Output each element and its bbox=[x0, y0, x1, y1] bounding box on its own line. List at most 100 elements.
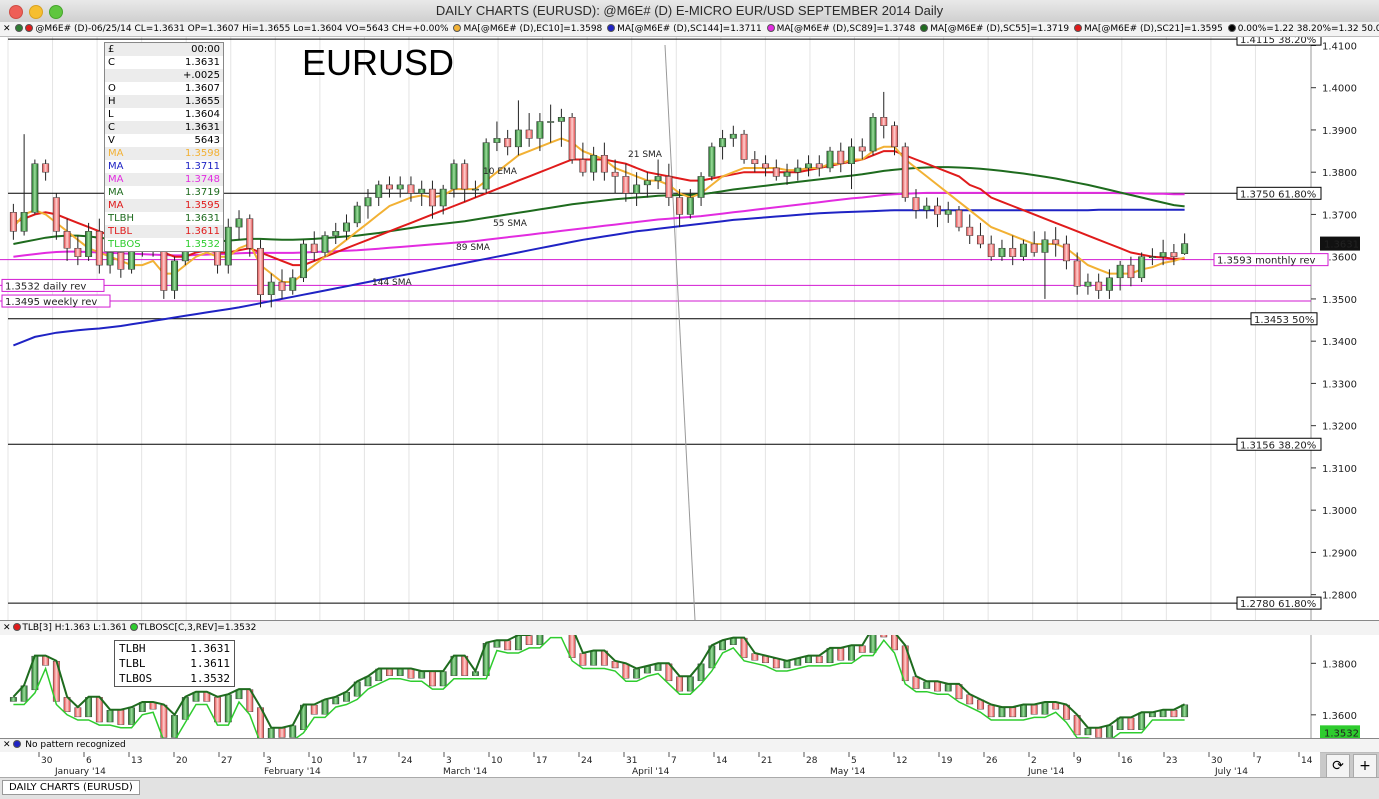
tlb-legend[interactable]: TLB[3] H:1.363 L:1.361 bbox=[22, 623, 127, 633]
price-tick-label: 1.3000 bbox=[1322, 506, 1357, 517]
ma10-legend[interactable]: MA[@M6E# (D),EC10]=1.3598 bbox=[463, 24, 603, 34]
date-tick-label: 5 bbox=[851, 756, 857, 766]
refresh-icon[interactable]: ⟳ bbox=[1326, 754, 1350, 778]
data-window-row: C 1.3631 bbox=[105, 121, 223, 134]
data-window-value: 1.3604 bbox=[185, 109, 220, 120]
tlb-block bbox=[514, 635, 522, 651]
tlb-block bbox=[923, 681, 931, 689]
date-tick-label: 19 bbox=[941, 756, 953, 766]
candle-body bbox=[848, 146, 855, 164]
tlb-chart[interactable]: 1.3800 1.3600 1.3532 bbox=[0, 626, 1379, 744]
fib-legend[interactable]: 0.00%=1.22 38.20%=1.32 50.00% bbox=[1237, 24, 1379, 34]
date-axis-svg: 30 6 13 20 27 3 10 17 24 3 10 17 24 31 7 14 21 28 5 12 19 26 2… bbox=[38, 752, 1313, 777]
level-label-box bbox=[1, 294, 111, 308]
candle-body bbox=[815, 163, 823, 169]
tlb-dot-icon[interactable] bbox=[13, 623, 22, 631]
data-window-row: MA 1.3598 bbox=[105, 147, 223, 160]
tlb-block bbox=[686, 676, 694, 692]
ma21-legend[interactable]: MA[@M6E# (D),SC21]=1.3595 bbox=[1083, 24, 1223, 34]
data-window-key: MA bbox=[108, 200, 124, 211]
tlb-block bbox=[848, 645, 855, 661]
data-window-value: 1.3748 bbox=[185, 174, 220, 185]
add-icon[interactable]: + bbox=[1353, 754, 1377, 778]
data-window: £00:00 C 1.3631 +.0025 O 1.3607 H 1.3655 L 1.3604… bbox=[104, 42, 224, 252]
tlb-block bbox=[224, 694, 232, 723]
ma89-dot-icon[interactable] bbox=[766, 24, 775, 32]
date-tick-label: 20 bbox=[176, 756, 188, 766]
level-label-box bbox=[1250, 312, 1318, 326]
tlb-block bbox=[633, 668, 641, 679]
tlb-block bbox=[772, 658, 780, 669]
candle-body bbox=[1084, 281, 1092, 287]
candle-body bbox=[31, 163, 39, 213]
pattern-dot-icon[interactable] bbox=[13, 740, 22, 748]
symbol-dot-icon[interactable] bbox=[15, 24, 24, 32]
candle-body bbox=[364, 197, 372, 207]
close-window-button[interactable] bbox=[9, 5, 23, 19]
data-window-row: H 1.3655 bbox=[105, 95, 223, 108]
date-tick-label: 24 bbox=[401, 756, 413, 766]
sub-tick-label: 1.3600 bbox=[1322, 711, 1357, 722]
tlb-block bbox=[1138, 712, 1146, 730]
ma144-legend[interactable]: MA[@M6E# (D),SC144]=1.3711 bbox=[617, 24, 762, 34]
fib-dot-icon[interactable] bbox=[1227, 24, 1236, 32]
symbol-dot-icon[interactable] bbox=[25, 24, 34, 32]
candle-body bbox=[310, 243, 318, 253]
close-icon[interactable]: ✕ bbox=[3, 740, 11, 750]
tlb-block bbox=[74, 707, 82, 718]
date-tick-label: 21 bbox=[761, 756, 772, 766]
ma21-dot-icon[interactable] bbox=[1073, 24, 1082, 32]
zoom-window-button[interactable] bbox=[49, 5, 63, 19]
data-window-row: MA 1.3595 bbox=[105, 199, 223, 212]
date-tick-label: 27 bbox=[221, 756, 232, 766]
price-chart[interactable]: 1.4100 1.4000 1.3900 1.3800 1.3700 1.3600 1.35… bbox=[0, 32, 1379, 621]
tlbosc-dot-icon[interactable] bbox=[129, 623, 138, 631]
candle-body bbox=[63, 231, 71, 249]
tlb-block bbox=[267, 728, 275, 741]
date-axis[interactable]: 30 6 13 20 27 3 10 17 24 3 10 17 24 31 7 14 21 28 5 12 19 26 2… bbox=[0, 752, 1320, 777]
minimize-window-button[interactable] bbox=[29, 5, 43, 19]
tlb-box-row: TLBOS 1.3532 bbox=[115, 671, 234, 686]
candle-body bbox=[257, 247, 264, 295]
tlb-block bbox=[944, 684, 952, 692]
price-chart-pane[interactable]: 1.4100 1.4000 1.3900 1.3800 1.3700 1.3600 1.35… bbox=[0, 32, 1379, 621]
ma89-legend[interactable]: MA[@M6E# (D),SC89]=1.3748 bbox=[776, 24, 916, 34]
data-window-value: 1.3595 bbox=[185, 200, 220, 211]
close-icon[interactable]: ✕ bbox=[3, 623, 11, 633]
tlb-block bbox=[321, 699, 329, 715]
data-window-value: 1.3598 bbox=[185, 148, 220, 159]
candle-body bbox=[944, 209, 952, 215]
tlb-block bbox=[858, 645, 866, 653]
ma10-dot-icon[interactable] bbox=[453, 24, 462, 32]
candle-body bbox=[1148, 256, 1156, 258]
tlb-block bbox=[590, 650, 598, 666]
data-window-value: 1.3631 bbox=[185, 122, 220, 133]
candle-body bbox=[1170, 252, 1178, 257]
symbol-legend[interactable]: @M6E# (D)-06/25/14 CL=1.3631 OP=1.3607 H… bbox=[35, 24, 449, 34]
price-tick-label: 1.4000 bbox=[1322, 84, 1357, 95]
close-icon[interactable]: ✕ bbox=[3, 24, 11, 34]
date-tick-label: 3 bbox=[446, 756, 452, 766]
candle-body bbox=[235, 218, 243, 228]
tlb-block bbox=[676, 676, 684, 692]
tlb-block bbox=[9, 697, 17, 702]
ma55-dot-icon[interactable] bbox=[920, 24, 929, 32]
data-window-key: C bbox=[108, 122, 115, 133]
data-window-value: 1.3607 bbox=[185, 83, 220, 94]
last-price-label: 1.3631 bbox=[1324, 240, 1359, 251]
candle-body bbox=[439, 188, 447, 207]
tlb-block bbox=[1084, 728, 1092, 736]
data-window-key: MA bbox=[108, 174, 124, 185]
tlbosc-legend[interactable]: TLBOSC[C,3,REV]=1.3532 bbox=[138, 623, 257, 633]
price-tick-label: 1.3100 bbox=[1322, 464, 1357, 475]
ma55-legend[interactable]: MA[@M6E# (D),SC55]=1.3719 bbox=[930, 24, 1070, 34]
tlb-block bbox=[837, 648, 845, 661]
candle-body bbox=[1019, 243, 1027, 257]
month-label: July '14 bbox=[1214, 767, 1248, 777]
candle-body bbox=[471, 188, 479, 191]
ma144-dot-icon[interactable] bbox=[607, 24, 616, 32]
date-tick-label: 31 bbox=[626, 756, 637, 766]
candle-body bbox=[966, 226, 974, 236]
candle-body bbox=[1009, 247, 1017, 257]
tab-daily-charts[interactable]: DAILY CHARTS (EURUSD) bbox=[2, 780, 140, 795]
